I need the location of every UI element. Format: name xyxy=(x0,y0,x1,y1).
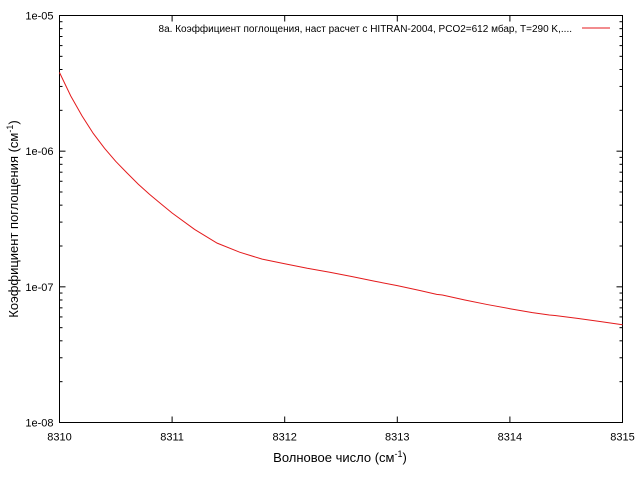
legend: 8а. Коэффициент поглощения, наст расчет … xyxy=(159,23,610,35)
x-tick-label: 8310 xyxy=(47,432,71,444)
y-axis: 1e-08 1e-07 1e-06 1e-05 xyxy=(25,11,623,430)
y-axis-title: Коэффициент поглощения (см-1) xyxy=(5,120,21,317)
y-tick-label: 1e-07 xyxy=(25,282,53,294)
series-line xyxy=(59,72,623,326)
series-layer xyxy=(59,72,623,326)
x-tick-label: 8315 xyxy=(610,432,634,444)
y-tick-label: 1e-08 xyxy=(25,418,53,430)
x-axis-title-superscript: -1 xyxy=(394,449,402,459)
legend-entry-label: 8а. Коэффициент поглощения, наст расчет … xyxy=(159,23,572,35)
x-axis-title-text: Волновое число (см xyxy=(273,450,394,465)
y-axis-title-tail: ) xyxy=(6,120,21,124)
y-axis-title-superscript: -1 xyxy=(5,125,15,133)
x-axis-title: Волновое число (см-1) xyxy=(273,449,407,465)
x-tick-label: 8312 xyxy=(272,432,296,444)
y-tick-label: 1e-05 xyxy=(25,11,53,23)
x-tick-label: 8314 xyxy=(498,432,522,444)
y-axis-title-text: Коэффициент поглощения (см xyxy=(6,133,21,318)
x-axis: 8310 8311 8312 8313 8314 8315 xyxy=(47,15,635,444)
y-tick-label: 1e-06 xyxy=(25,146,53,158)
plot-area xyxy=(59,15,623,423)
x-tick-label: 8313 xyxy=(385,432,409,444)
x-axis-title-tail: ) xyxy=(403,450,407,465)
x-tick-label: 8311 xyxy=(160,432,184,444)
